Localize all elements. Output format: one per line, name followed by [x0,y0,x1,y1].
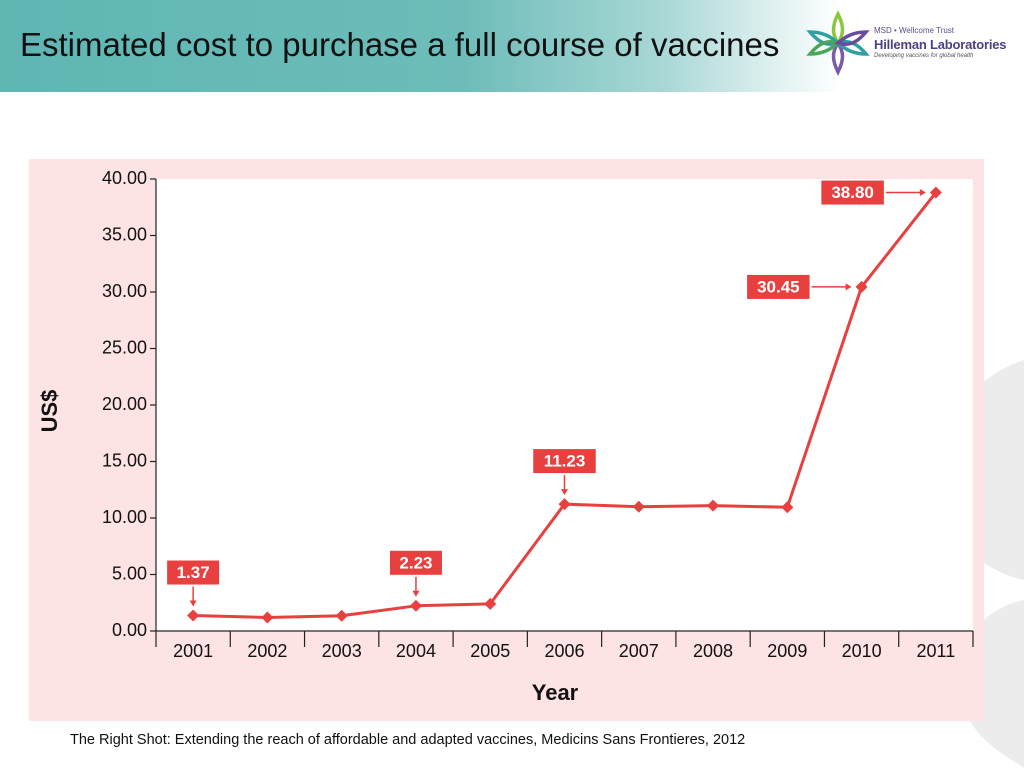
x-tick-label: 2003 [322,641,362,661]
slide-title: Estimated cost to purchase a full course… [20,26,780,63]
y-tick-label: 20.00 [102,394,147,414]
y-tick-label: 5.00 [112,563,147,583]
data-point [261,611,274,624]
data-point [855,280,868,293]
y-tick-label: 25.00 [102,337,147,357]
callout-label: 11.23 [544,452,586,471]
callout-label: 30.45 [757,277,800,296]
callout-label: 38.80 [831,183,874,202]
x-tick-label: 2011 [917,641,956,661]
flower-logo-icon [806,10,870,76]
chart-area: 0.00 5.00 10.00 15.00 20.00 25.00 30.00 35.00 40… [29,159,984,721]
callout-box [167,560,220,585]
logo-line-tagline: Developing vaccines for global health [874,53,974,59]
x-tick-label: 2002 [247,641,287,661]
x-tick-label: 2005 [470,641,510,661]
callout-arrowhead [845,283,852,291]
callout-box [533,449,596,474]
y-tick-label: 30.00 [102,281,147,301]
callout-box [747,274,810,299]
y-tick-label: 15.00 [102,450,147,470]
logo-line-name: Hilleman Laboratories [874,37,1007,52]
plot-area [156,179,973,632]
source-caption: The Right Shot: Extending the reach of a… [70,732,746,748]
callout-box [389,550,442,575]
y-tick-label: 0.00 [112,620,147,640]
line-chart: 0.00 5.00 10.00 15.00 20.00 25.00 30.00 35.00 40… [29,159,984,721]
data-point [409,599,422,612]
data-point [335,609,348,622]
data-point [632,500,645,513]
logo-line-sponsors: MSD • Wellcome Trust [874,26,954,35]
callout-label: 1.37 [177,563,210,582]
y-tick-label: 35.00 [102,224,147,244]
x-tick-label: 2001 [173,641,213,661]
callout-arrowhead [561,489,568,496]
callout-box [821,180,884,205]
slide-header: Estimated cost to purchase a full course… [0,0,1024,92]
data-point [187,609,200,622]
callout-label: 2.23 [399,553,432,572]
data-point [558,498,571,511]
x-tick-label: 2007 [619,641,659,661]
callout-arrowhead [412,590,420,597]
x-tick-label: 2010 [842,641,882,661]
data-point [707,499,720,512]
y-tick-label: 40.00 [102,168,147,188]
x-axis-label: Year [532,680,579,705]
data-point [484,597,497,610]
y-tick-label: 10.00 [102,507,147,527]
callout-arrowhead [919,189,926,197]
x-tick-label: 2009 [767,641,807,661]
x-tick-label: 2006 [544,641,584,661]
y-axis-label: US$ [37,390,62,433]
data-point [929,186,942,199]
x-tick-label: 2004 [396,641,436,661]
data-point [781,501,794,514]
callout-arrowhead [189,600,197,607]
x-tick-label: 2008 [693,641,733,661]
hilleman-logo: MSD • Wellcome Trust Hilleman Laboratori… [806,10,1016,80]
